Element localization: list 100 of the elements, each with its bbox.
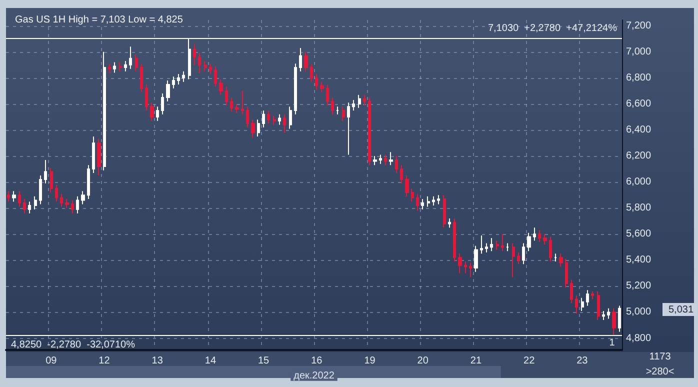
- x-tick-label: 15: [258, 356, 270, 366]
- candlestick: [581, 297, 584, 312]
- candlestick: [172, 76, 175, 89]
- candlestick: [7, 190, 10, 202]
- candlestick: [575, 294, 578, 314]
- candlestick: [570, 279, 573, 304]
- y-tick-label: 5,400: [626, 254, 652, 266]
- candlestick: [209, 63, 212, 75]
- candlestick: [214, 66, 217, 88]
- y-tick-label: 5,600: [626, 228, 652, 240]
- candlestick: [182, 70, 185, 82]
- x-tick-label: 23: [576, 356, 588, 366]
- candlestick: [586, 290, 589, 306]
- candlestick: [34, 196, 37, 210]
- candlestick: [496, 240, 499, 250]
- candlestick: [358, 94, 361, 108]
- candlestick: [416, 193, 419, 212]
- candlestick: [219, 78, 223, 96]
- candlestick: [76, 196, 79, 214]
- x-tick-label: 12: [98, 356, 110, 366]
- candlestick: [448, 218, 451, 228]
- candlestick: [81, 190, 85, 205]
- y-tick-label: 4,800: [626, 332, 652, 344]
- ref-line-label: 4,8250 -2,2780 -32,0710%: [11, 340, 136, 351]
- candlestick: [405, 175, 409, 197]
- candlestick: [241, 90, 244, 115]
- candlestick: [591, 290, 594, 300]
- candlestick: [458, 253, 462, 274]
- candlestick: [612, 308, 616, 336]
- candlestick: [618, 305, 621, 332]
- candlestick: [320, 81, 324, 93]
- candlestick: [437, 194, 440, 205]
- candlestick: [299, 47, 302, 72]
- candlestick: [549, 236, 552, 262]
- chart-title: Gas US 1H High = 7,103 Low = 4,825: [15, 14, 184, 26]
- candlestick: [294, 63, 297, 115]
- candlestick: [559, 253, 563, 268]
- candlestick: [506, 242, 509, 252]
- y-tick-label: 5,200: [626, 280, 652, 292]
- candlestick: [135, 54, 138, 72]
- candlestick: [464, 260, 467, 274]
- candlestick: [225, 86, 228, 106]
- candlestick: [336, 106, 339, 115]
- candlestick: [352, 100, 355, 111]
- candlestick: [283, 114, 286, 134]
- candlestick: [512, 242, 515, 278]
- x-tick-label: 20: [417, 356, 429, 366]
- candlestick: [18, 190, 21, 208]
- candlestick: [395, 156, 398, 174]
- candlestick: [97, 138, 101, 176]
- candlestick: [204, 60, 207, 72]
- candlestick: [533, 227, 536, 242]
- y-tick-label: 6,000: [626, 176, 652, 188]
- text: 1173: [649, 352, 672, 362]
- candlestick: [119, 62, 122, 72]
- candlestick: [469, 262, 472, 278]
- candlestick: [389, 152, 393, 166]
- candlestick: [443, 194, 446, 228]
- y-tick-label: 5,000: [626, 306, 652, 318]
- candlestick: [108, 63, 111, 74]
- y-tick-label: 7,000: [626, 46, 652, 58]
- candlestick: [273, 115, 276, 126]
- candlestick: [124, 60, 127, 72]
- candlestick: [113, 62, 116, 74]
- candlestick: [384, 154, 387, 166]
- candlestick: [400, 164, 403, 184]
- candlestick: [368, 96, 371, 166]
- candlestick: [411, 188, 414, 202]
- candlestick: [129, 46, 132, 70]
- candlestick: [87, 164, 90, 200]
- text: >280<: [646, 366, 674, 378]
- candlestick: [177, 74, 180, 85]
- candlestick: [140, 63, 143, 93]
- candlestick: [289, 106, 292, 130]
- candlestick: [44, 159, 47, 184]
- candlestick: [326, 84, 329, 106]
- candlestick: [246, 106, 249, 128]
- candlestick: [453, 218, 456, 262]
- candlestick: [602, 310, 605, 321]
- candlestick: [490, 238, 493, 252]
- y-tick-label: 6,400: [626, 124, 652, 136]
- candlestick: [373, 156, 377, 166]
- candlestick: [60, 193, 63, 208]
- candlestick: [331, 96, 334, 115]
- ref-line-label: 7,1030 +2,2780 +47,2124%: [488, 22, 618, 34]
- candlestick: [12, 190, 16, 202]
- y-tick-label: 5,800: [626, 202, 652, 214]
- x-tick-label: 13: [152, 356, 164, 366]
- candlestick: [597, 290, 600, 321]
- candlestick: [39, 175, 42, 205]
- candlestick: [257, 119, 260, 138]
- candlestick: [421, 198, 424, 210]
- x-tick-label: 19: [364, 356, 376, 366]
- candlestick: [267, 110, 270, 124]
- candlestick: [522, 242, 525, 265]
- candlestick: [145, 84, 148, 111]
- y-tick-label: 6,200: [626, 150, 652, 162]
- candlestick: [50, 167, 53, 193]
- candlestick: [543, 234, 547, 246]
- candlestick: [607, 308, 610, 320]
